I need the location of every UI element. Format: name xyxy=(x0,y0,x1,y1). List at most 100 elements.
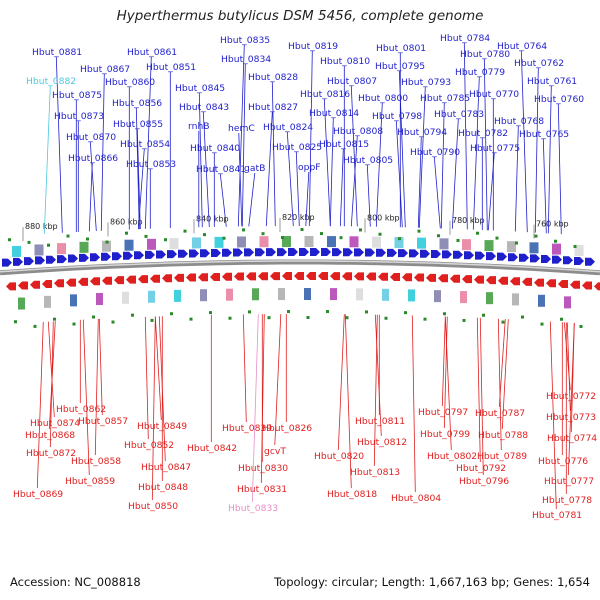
reverse-leader-line xyxy=(337,314,345,451)
feature-box xyxy=(282,236,291,248)
feature-box xyxy=(434,290,441,303)
marker xyxy=(33,324,37,328)
marker xyxy=(242,228,245,232)
reverse-gene-arrow xyxy=(6,282,16,291)
marker xyxy=(144,234,148,238)
forward-leader-line xyxy=(440,102,445,229)
genome-backbone xyxy=(0,259,600,276)
forward-leader-line xyxy=(557,103,562,235)
feature-box xyxy=(372,236,381,248)
reverse-leader-line xyxy=(479,317,484,476)
reverse-gene-arrow xyxy=(438,274,448,283)
reverse-gene-label: Hbut_0831 xyxy=(237,484,287,495)
reverse-gene-arrow xyxy=(162,274,172,283)
forward-gene-arrow xyxy=(2,258,12,267)
marker xyxy=(209,311,212,315)
reverse-gene-label: Hbut_0799 xyxy=(420,429,470,440)
forward-gene-arrow xyxy=(409,249,419,258)
reverse-gene-arrow xyxy=(30,280,40,289)
feature-box xyxy=(192,237,201,249)
forward-leader-line xyxy=(135,107,140,230)
forward-gene-label: Hbut_0785 xyxy=(420,93,470,104)
forward-gene-label: Hbut_0840 xyxy=(190,143,240,154)
marker xyxy=(203,233,206,237)
forward-gene-arrow xyxy=(486,252,496,261)
reverse-gene-arrow xyxy=(342,272,352,281)
marker xyxy=(125,231,128,235)
reverse-gene-arrow xyxy=(366,272,376,281)
reverse-gene-arrow xyxy=(138,275,148,284)
marker xyxy=(27,240,31,244)
feature-box xyxy=(512,293,519,306)
marker xyxy=(384,316,388,320)
scale-label: 820 kbp xyxy=(282,213,315,222)
reverse-gene-arrow xyxy=(534,278,544,287)
forward-gene-arrow xyxy=(123,251,133,260)
forward-gene-arrow xyxy=(112,252,122,261)
forward-leader-line xyxy=(514,125,519,232)
reverse-gene-label: Hbut_0859 xyxy=(65,476,115,487)
reverse-leader-line xyxy=(411,315,416,493)
reverse-gene-arrow xyxy=(390,272,400,281)
marker xyxy=(72,322,76,326)
feature-box xyxy=(408,289,415,302)
marker xyxy=(482,313,485,317)
marker xyxy=(248,310,251,314)
reverse-gene-arrow xyxy=(354,272,364,281)
forward-leader-line xyxy=(329,117,334,227)
reverse-leader-line xyxy=(274,314,282,446)
marker xyxy=(189,317,193,321)
forward-gene-arrow xyxy=(288,248,298,257)
forward-leader-line xyxy=(295,151,300,227)
marker xyxy=(359,228,362,232)
marker xyxy=(131,313,134,317)
reverse-leader-line xyxy=(98,318,103,416)
reverse-leader-line xyxy=(497,318,502,451)
reverse-gene-label: gcvT xyxy=(264,446,286,457)
forward-gene-label: Hbut_0775 xyxy=(470,143,520,154)
reverse-gene-arrow xyxy=(426,273,436,282)
reverse-gene-arrow xyxy=(318,272,328,281)
genome-summary-text: Topology: circular; Length: 1,667,163 bp… xyxy=(274,575,590,589)
reverse-leader-line xyxy=(144,316,149,440)
forward-gene-arrow xyxy=(398,249,408,258)
marker xyxy=(92,315,95,319)
forward-gene-arrow xyxy=(552,255,562,264)
forward-leader-line xyxy=(271,81,276,227)
marker xyxy=(404,311,407,315)
forward-leader-line xyxy=(350,135,358,227)
forward-gene-arrow xyxy=(233,248,243,257)
forward-gene-label: Hbut_0761 xyxy=(527,76,577,87)
feature-box xyxy=(226,288,233,301)
reverse-gene-label: Hbut_0818 xyxy=(327,489,377,500)
reverse-leader-line xyxy=(154,316,162,421)
forward-gene-arrow xyxy=(266,248,276,257)
forward-gene-label: Hbut_0856 xyxy=(112,98,162,109)
reverse-gene-arrow xyxy=(450,274,460,283)
forward-gene-arrow xyxy=(211,248,221,257)
feature-box xyxy=(382,288,389,301)
reverse-gene-label: Hbut_0781 xyxy=(532,510,582,521)
forward-gene-arrow xyxy=(178,249,188,258)
reverse-gene-arrow xyxy=(18,281,28,290)
forward-gene-label: Hbut_0845 xyxy=(175,83,225,94)
forward-gene-arrow xyxy=(541,254,551,263)
reverse-gene-label: Hbut_0852 xyxy=(124,440,174,451)
feature-box xyxy=(18,297,25,310)
reverse-gene-arrow xyxy=(54,279,64,288)
marker xyxy=(14,320,17,324)
reverse-leader-line xyxy=(567,323,575,476)
feature-box xyxy=(259,236,269,248)
marker xyxy=(579,324,583,328)
forward-leader-line xyxy=(451,118,459,229)
reverse-gene-label: Hbut_0796 xyxy=(459,476,509,487)
feature-box xyxy=(124,239,134,251)
forward-gene-arrow xyxy=(134,251,144,260)
marker xyxy=(476,231,479,235)
forward-gene-arrow xyxy=(156,250,166,259)
marker xyxy=(417,229,421,233)
reverse-gene-arrow xyxy=(150,274,160,283)
reverse-gene-arrow xyxy=(570,280,580,289)
forward-gene-label: hemC xyxy=(228,123,255,134)
marker xyxy=(534,234,538,238)
